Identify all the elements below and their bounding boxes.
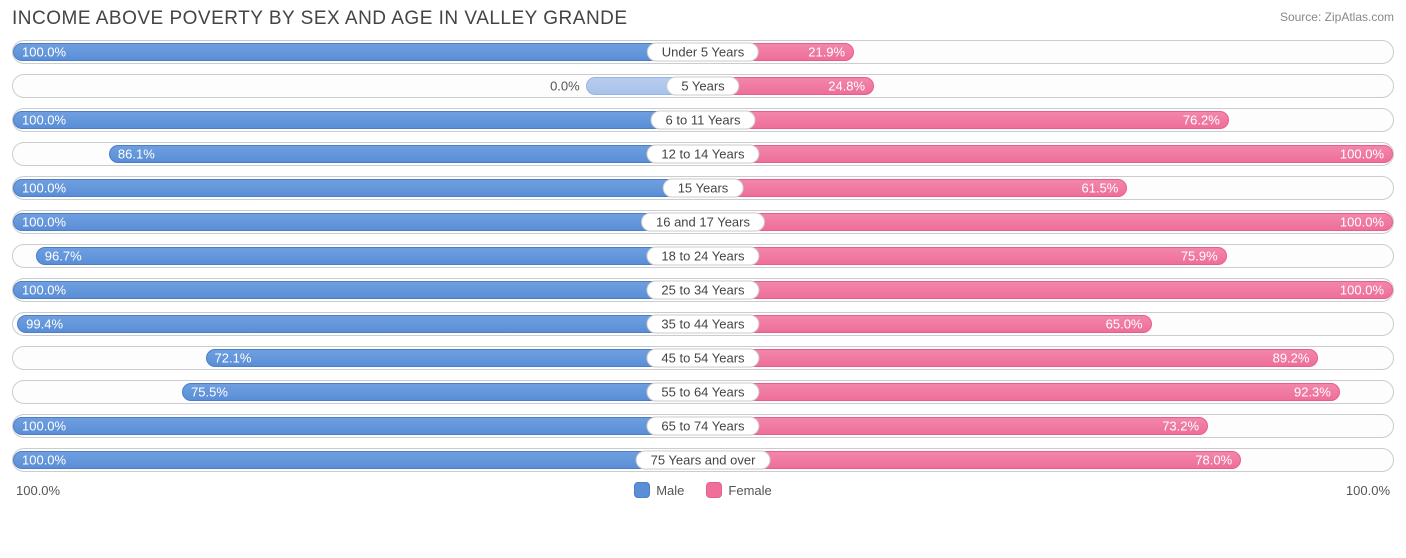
male-bar: 100.0% [13,179,703,197]
male-bar: 96.7% [36,247,703,265]
male-bar: 86.1% [109,145,703,163]
male-bar: 72.1% [206,349,703,367]
legend-swatch-male [634,482,650,498]
female-bar: 100.0% [703,281,1393,299]
female-bar-value: 21.9% [808,45,845,60]
male-bar-value: 100.0% [22,113,66,128]
female-bar-value: 65.0% [1106,317,1143,332]
age-group-label: 12 to 14 Years [646,145,759,164]
male-bar-value: 100.0% [22,215,66,230]
female-bar: 73.2% [703,417,1208,435]
age-group-label: 16 and 17 Years [641,213,765,232]
chart-title: INCOME ABOVE POVERTY BY SEX AND AGE IN V… [12,8,628,30]
male-bar: 100.0% [13,281,703,299]
male-bar-value: 72.1% [215,351,252,366]
diverging-bar-chart: 100.0% 21.9% Under 5 Years 0.0% 24.8% 5 Years… [12,40,1394,472]
female-bar-value: 89.2% [1273,351,1310,366]
age-group-label: 75 Years and over [636,451,771,470]
male-bar: 100.0% [13,213,703,231]
chart-row: 100.0% 21.9% Under 5 Years [12,40,1394,64]
age-group-label: 65 to 74 Years [646,417,759,436]
chart-row: 0.0% 24.8% 5 Years [12,74,1394,98]
male-bar-value: 100.0% [22,45,66,60]
age-group-label: Under 5 Years [647,43,759,62]
female-bar: 76.2% [703,111,1229,129]
chart-legend: Male Female [60,482,1346,498]
chart-row: 100.0% 100.0% 16 and 17 Years [12,210,1394,234]
age-group-label: 18 to 24 Years [646,247,759,266]
male-bar-value: 0.0% [550,79,586,94]
axis-label-left: 100.0% [12,483,60,498]
chart-row: 100.0% 100.0% 25 to 34 Years [12,278,1394,302]
male-bar-value: 100.0% [22,181,66,196]
female-bar-value: 75.9% [1181,249,1218,264]
age-group-label: 6 to 11 Years [651,111,756,130]
male-bar: 100.0% [13,451,703,469]
age-group-label: 35 to 44 Years [646,315,759,334]
female-bar: 75.9% [703,247,1227,265]
male-bar: 100.0% [13,111,703,129]
female-bar-value: 78.0% [1195,453,1232,468]
female-bar: 61.5% [703,179,1127,197]
female-bar-value: 100.0% [1340,283,1384,298]
male-bar-value: 100.0% [22,419,66,434]
male-bar-value: 86.1% [118,147,155,162]
age-group-label: 55 to 64 Years [646,383,759,402]
chart-row: 100.0% 78.0% 75 Years and over [12,448,1394,472]
legend-label-male: Male [656,483,684,498]
male-bar-value: 96.7% [45,249,82,264]
male-bar-value: 75.5% [191,385,228,400]
female-bar-value: 100.0% [1340,147,1384,162]
female-bar: 89.2% [703,349,1318,367]
female-bar: 100.0% [703,145,1393,163]
female-bar-value: 61.5% [1081,181,1118,196]
age-group-label: 15 Years [663,179,744,198]
female-bar-value: 73.2% [1162,419,1199,434]
female-bar: 78.0% [703,451,1241,469]
male-bar-value: 100.0% [22,283,66,298]
chart-row: 100.0% 76.2% 6 to 11 Years [12,108,1394,132]
axis-label-right: 100.0% [1346,483,1394,498]
male-bar: 75.5% [182,383,703,401]
chart-row: 96.7% 75.9% 18 to 24 Years [12,244,1394,268]
female-bar: 92.3% [703,383,1340,401]
female-bar: 65.0% [703,315,1152,333]
female-bar: 100.0% [703,213,1393,231]
chart-row: 100.0% 73.2% 65 to 74 Years [12,414,1394,438]
male-bar-value: 100.0% [22,453,66,468]
age-group-label: 5 Years [666,77,739,96]
legend-swatch-female [706,482,722,498]
chart-row: 99.4% 65.0% 35 to 44 Years [12,312,1394,336]
male-bar-value: 99.4% [26,317,63,332]
legend-item-female: Female [706,482,771,498]
chart-row: 86.1% 100.0% 12 to 14 Years [12,142,1394,166]
age-group-label: 25 to 34 Years [646,281,759,300]
male-bar: 99.4% [17,315,703,333]
female-bar-value: 24.8% [828,79,865,94]
age-group-label: 45 to 54 Years [646,349,759,368]
male-bar: 100.0% [13,417,703,435]
female-bar-value: 100.0% [1340,215,1384,230]
female-bar-value: 76.2% [1183,113,1220,128]
legend-label-female: Female [728,483,771,498]
chart-footer: 100.0% Male Female 100.0% [12,482,1394,498]
male-bar: 100.0% [13,43,703,61]
chart-header: INCOME ABOVE POVERTY BY SEX AND AGE IN V… [12,8,1394,30]
chart-row: 75.5% 92.3% 55 to 64 Years [12,380,1394,404]
chart-row: 72.1% 89.2% 45 to 54 Years [12,346,1394,370]
legend-item-male: Male [634,482,684,498]
chart-row: 100.0% 61.5% 15 Years [12,176,1394,200]
chart-source: Source: ZipAtlas.com [1280,8,1394,24]
female-bar-value: 92.3% [1294,385,1331,400]
